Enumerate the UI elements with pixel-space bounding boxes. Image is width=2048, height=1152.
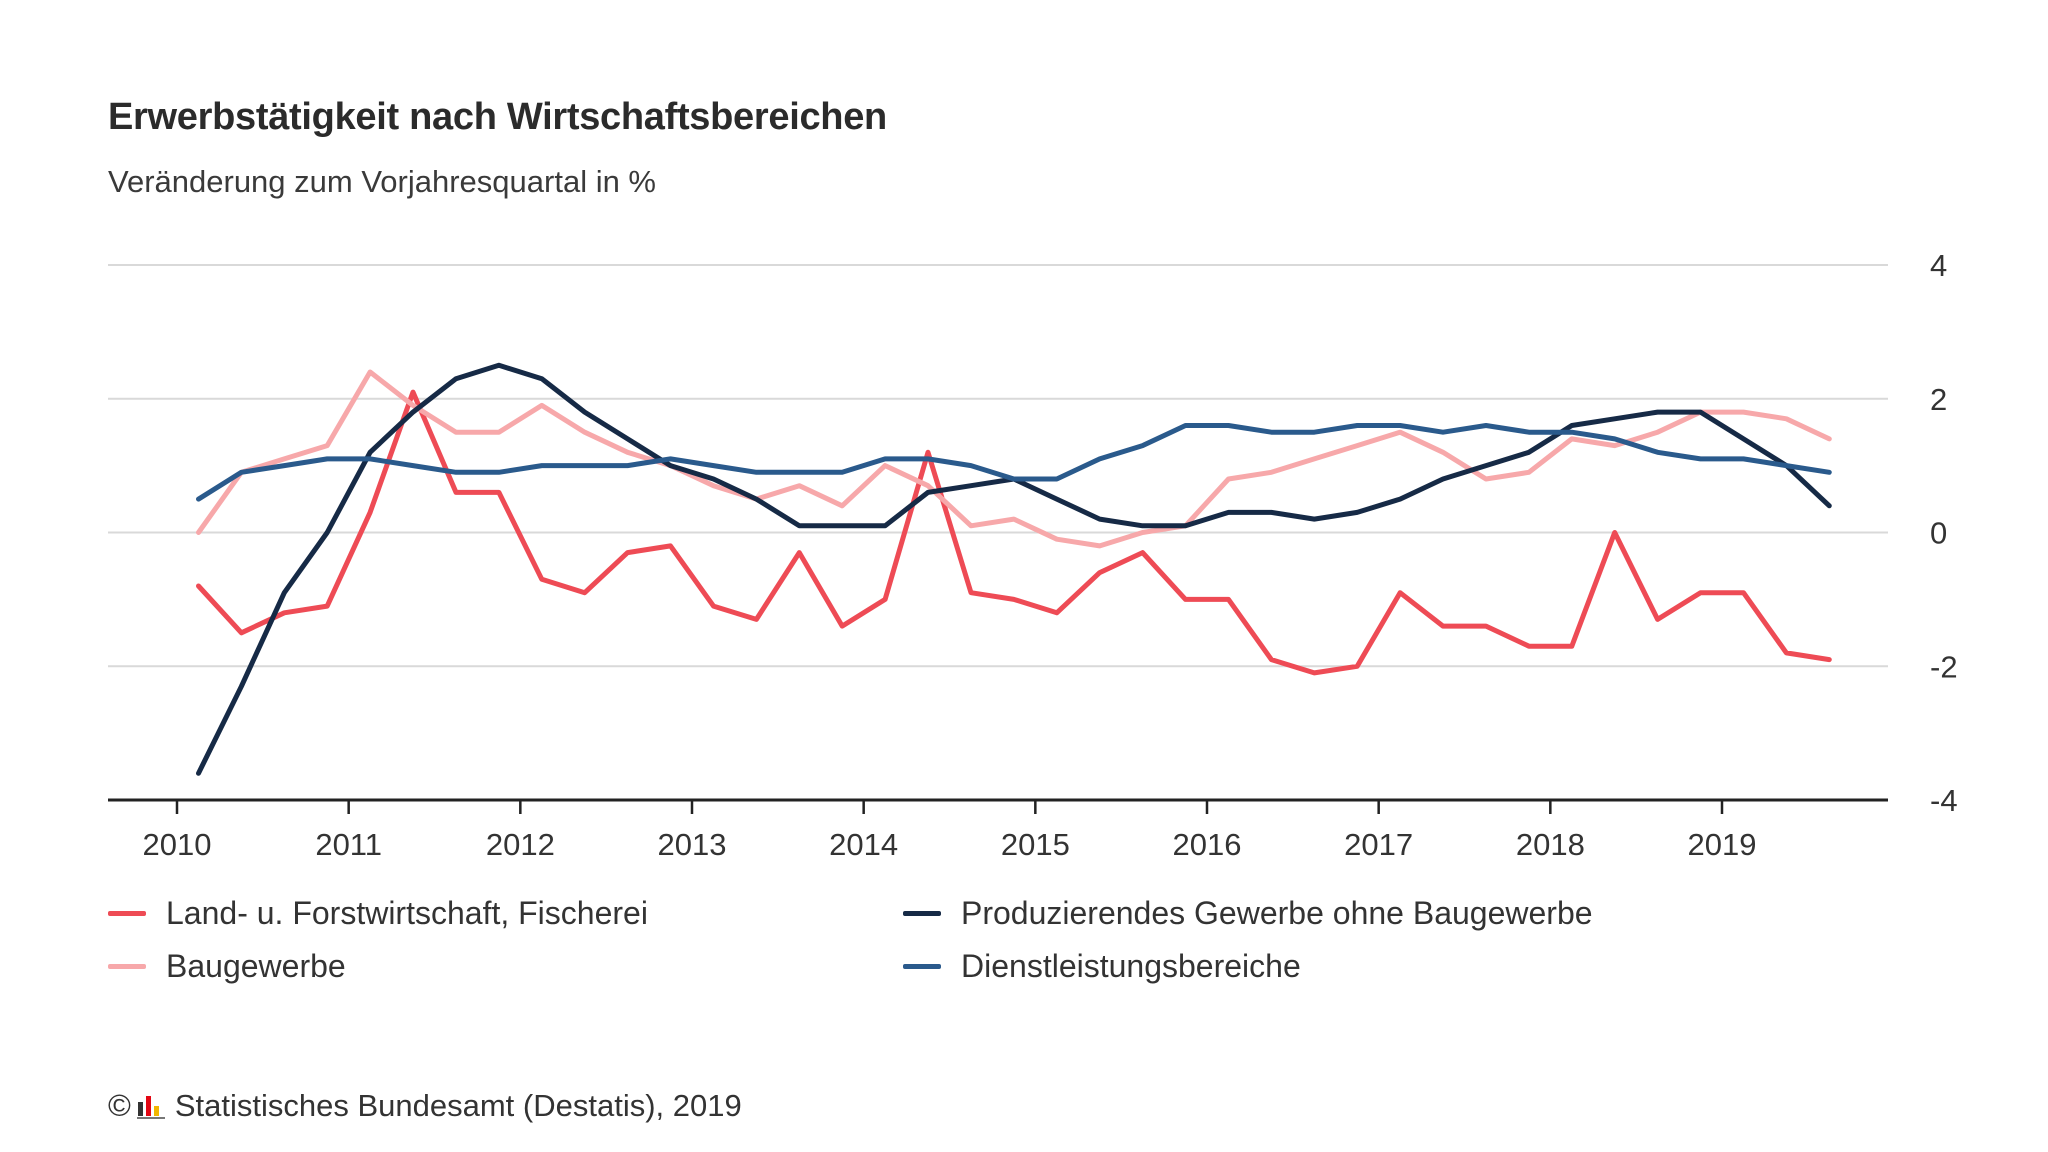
x-tick-label: 2015	[1001, 827, 1070, 862]
legend-label: Land- u. Forstwirtschaft, Fischerei	[166, 895, 648, 931]
x-tick-label: 2010	[143, 827, 212, 862]
legend-label: Produzierendes Gewerbe ohne Baugewerbe	[961, 895, 1593, 931]
x-tick-label: 2019	[1688, 827, 1757, 862]
legend-item-baugewerbe: Baugewerbe	[108, 948, 346, 985]
legend-item-produzierendes-gewerbe: Produzierendes Gewerbe ohne Baugewerbe	[903, 895, 1593, 932]
legend-label: Dienstleistungsbereiche	[961, 948, 1301, 984]
y-tick-label: 4	[1930, 248, 1947, 283]
copyright-symbol: ©	[108, 1088, 131, 1123]
x-tick-label: 2016	[1173, 827, 1242, 862]
legend-swatch	[108, 911, 146, 916]
legend-swatch	[903, 911, 941, 916]
y-tick-label: -2	[1930, 649, 1958, 684]
source-note: © Statistisches Bundesamt (Destatis), 20…	[108, 1088, 742, 1124]
chart-subtitle: Veränderung zum Vorjahresquartal in %	[108, 164, 656, 199]
y-tick-label: 0	[1930, 516, 1947, 551]
series-line	[196, 423, 1832, 502]
x-tick-label: 2012	[486, 827, 555, 862]
legend-label: Baugewerbe	[166, 948, 346, 984]
x-tick-label: 2013	[658, 827, 727, 862]
y-tick-label: 2	[1930, 382, 1947, 417]
legend-swatch	[903, 964, 941, 969]
legend-item-dienstleistungsbereiche: Dienstleistungsbereiche	[903, 948, 1301, 985]
y-tick-label: -4	[1930, 783, 1958, 818]
legend-item-land-forstwirtschaft: Land- u. Forstwirtschaft, Fischerei	[108, 895, 648, 932]
x-tick-label: 2014	[829, 827, 898, 862]
x-tick-label: 2018	[1516, 827, 1585, 862]
x-tick-label: 2011	[315, 827, 382, 862]
legend-swatch	[108, 964, 146, 969]
series-line	[196, 369, 1832, 549]
destatis-logo-icon	[136, 1093, 165, 1119]
chart-title: Erwerbstätigkeit nach Wirtschaftsbereich…	[108, 96, 887, 138]
chart-legend: Land- u. Forstwirtschaft, Fischerei Prod…	[0, 895, 2048, 1005]
series-line	[196, 389, 1832, 676]
source-text: Statistisches Bundesamt (Destatis), 2019	[174, 1088, 742, 1123]
x-tick-label: 2017	[1344, 827, 1413, 862]
